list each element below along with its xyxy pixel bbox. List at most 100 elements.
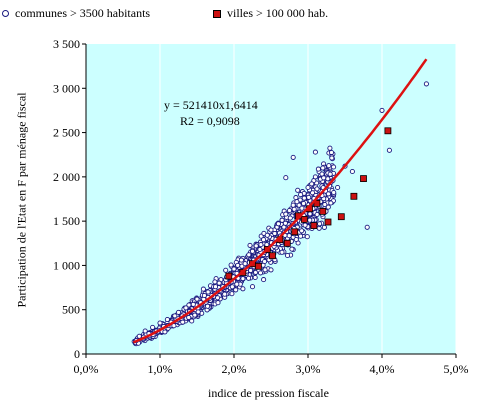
commune-point <box>222 291 228 297</box>
legend-label-communes: communes > 3500 habitants <box>15 6 151 20</box>
y-tick-label: 500 <box>62 303 80 317</box>
y-tick-label: 0 <box>74 347 80 361</box>
commune-point <box>335 184 341 191</box>
trendline <box>132 58 428 344</box>
commune-point <box>305 184 311 191</box>
x-tick-label: 1,0% <box>148 362 173 376</box>
commune-point <box>205 303 211 309</box>
circle-marker-icon <box>2 10 9 17</box>
city-point <box>384 127 392 135</box>
commune-point <box>325 176 331 182</box>
commune-point <box>325 191 331 197</box>
axes: 0 500 1 000 1 500 2 000 2 500 3 000 3 500 0,0% 1,… <box>53 37 469 376</box>
commune-point <box>253 243 259 249</box>
commune-point <box>283 211 289 217</box>
commune-point <box>331 189 337 196</box>
city-point <box>337 213 345 221</box>
commune-point <box>212 284 219 290</box>
commune-point <box>242 261 248 267</box>
commune-point <box>286 207 293 214</box>
commune-point <box>314 211 320 218</box>
city-point <box>350 192 358 200</box>
commune-point <box>312 174 318 180</box>
legend-entry-communes: communes > 3500 habitants <box>2 6 150 21</box>
city-point <box>283 239 291 247</box>
commune-point <box>249 248 256 254</box>
commune-point <box>299 228 305 234</box>
commune-point <box>312 149 318 155</box>
commune-point <box>327 145 333 151</box>
city-point <box>313 199 321 207</box>
commune-point <box>331 164 337 170</box>
commune-point <box>247 242 253 248</box>
commune-point <box>240 276 246 282</box>
commune-point <box>246 275 252 281</box>
commune-point <box>379 107 385 113</box>
commune-point <box>326 163 332 169</box>
commune-point <box>289 246 295 252</box>
commune-point <box>258 242 264 248</box>
commune-point <box>284 252 291 259</box>
city-point <box>291 228 299 236</box>
commune-point <box>309 190 316 196</box>
commune-point <box>157 320 163 326</box>
commune-point <box>229 291 235 297</box>
commune-point <box>262 267 268 273</box>
commune-point <box>304 234 310 240</box>
commune-point <box>321 175 327 181</box>
commune-point <box>175 309 182 315</box>
commune-point <box>294 199 300 205</box>
city-point <box>225 272 233 280</box>
city-point <box>269 252 276 260</box>
commune-point <box>262 258 268 265</box>
y-tick-label: 2 000 <box>53 170 80 184</box>
commune-point <box>171 323 177 329</box>
commune-point <box>279 217 285 223</box>
commune-point <box>328 149 335 156</box>
y-tick-label: 1 500 <box>53 214 80 228</box>
commune-point <box>194 296 200 302</box>
y-tick-label: 3 500 <box>53 37 80 51</box>
commune-point <box>287 215 293 221</box>
x-tick-label: 4,0% <box>370 362 395 376</box>
commune-point <box>164 316 170 323</box>
data-points <box>131 81 429 347</box>
commune-point <box>142 328 148 334</box>
city-point <box>319 207 327 215</box>
commune-point <box>302 222 308 228</box>
city-point <box>324 218 332 226</box>
commune-point <box>293 236 299 243</box>
commune-point <box>231 266 237 272</box>
legend-label-villes: villes > 100 000 hab. <box>227 6 329 20</box>
commune-point <box>307 217 313 223</box>
commune-point <box>272 230 278 237</box>
commune-point <box>264 242 270 248</box>
commune-point <box>317 221 323 227</box>
commune-point <box>233 287 239 293</box>
commune-point <box>235 262 241 268</box>
commune-point <box>189 318 195 324</box>
commune-point <box>314 186 320 192</box>
commune-point <box>261 237 267 243</box>
commune-point <box>238 257 244 263</box>
x-tick-label: 3,0% <box>296 362 321 376</box>
commune-point <box>212 279 218 285</box>
commune-point <box>192 312 198 318</box>
plot-area <box>86 44 456 354</box>
commune-point <box>349 168 355 175</box>
commune-point <box>275 221 281 227</box>
commune-point <box>234 281 240 287</box>
commune-point <box>309 181 315 187</box>
x-tick-label: 5,0% <box>444 362 469 376</box>
commune-point <box>216 280 222 286</box>
commune-point <box>291 206 297 212</box>
square-marker-icon <box>213 9 221 18</box>
commune-point <box>223 267 229 273</box>
city-point <box>254 262 262 270</box>
commune-point <box>150 324 156 330</box>
commune-point <box>329 155 335 161</box>
commune-point <box>264 232 270 238</box>
commune-point <box>283 175 289 181</box>
commune-point <box>301 195 307 201</box>
commune-point <box>386 147 392 153</box>
